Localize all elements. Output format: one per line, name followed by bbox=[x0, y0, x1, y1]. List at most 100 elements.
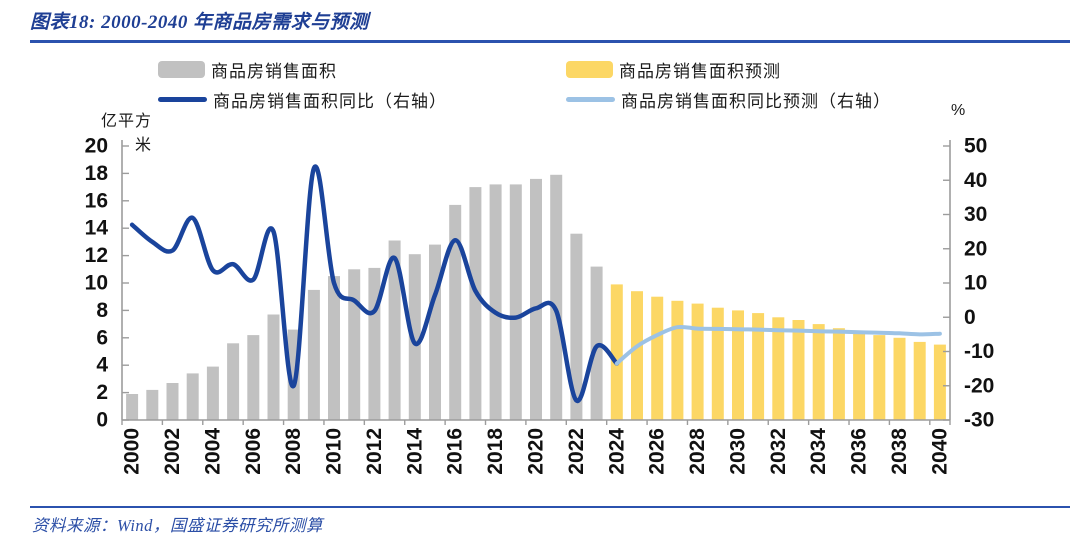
legend-item-0: 商品房销售面积 bbox=[158, 58, 337, 82]
x-axis-tick-label: 2012 bbox=[363, 428, 386, 475]
left-axis-tick-label: 16 bbox=[85, 189, 108, 212]
left-axis-tick-label: 6 bbox=[96, 326, 108, 349]
right-axis-tick-label: -10 bbox=[964, 340, 994, 363]
footer-divider bbox=[30, 506, 1070, 508]
legend-item-1: 商品房销售面积预测 bbox=[566, 58, 781, 82]
legend-item-2: 商品房销售面积同比（右轴） bbox=[158, 88, 447, 112]
left-axis-tick-label: 14 bbox=[85, 217, 109, 240]
bar-actual-2004 bbox=[206, 366, 219, 420]
legend-swatch-line-2 bbox=[158, 97, 207, 102]
x-axis-tick-label: 2002 bbox=[161, 428, 184, 475]
legend-swatch-bar-0 bbox=[158, 61, 205, 78]
right-axis-tick-label: 10 bbox=[964, 272, 987, 295]
legend-swatch-line-3 bbox=[566, 97, 615, 102]
bar-forecast-2038 bbox=[893, 337, 906, 420]
line-forecast bbox=[614, 324, 942, 366]
bar-actual-2006 bbox=[247, 335, 260, 420]
legend-swatch-bar-1 bbox=[566, 61, 613, 78]
x-axis-tick-label: 2004 bbox=[201, 428, 224, 475]
x-axis-tick-label: 2030 bbox=[726, 428, 749, 475]
line-actual bbox=[129, 164, 620, 403]
bar-forecast-2040 bbox=[933, 344, 946, 420]
bar-actual-2002 bbox=[166, 383, 179, 420]
right-axis-tick-label: 30 bbox=[964, 203, 987, 226]
bar-actual-2001 bbox=[146, 389, 159, 420]
bar-forecast-2030 bbox=[732, 310, 744, 420]
right-axis-tick-label: -30 bbox=[964, 409, 994, 432]
left-axis-tick-label: 10 bbox=[85, 272, 108, 295]
bar-actual-2010 bbox=[328, 276, 340, 420]
left-axis-tick-label: 0 bbox=[96, 409, 108, 432]
bar-forecast-2029 bbox=[711, 307, 724, 420]
bar-forecast-2032 bbox=[772, 317, 785, 421]
bar-actual-2009 bbox=[307, 289, 320, 420]
bar-actual-2020 bbox=[530, 178, 542, 420]
bar-forecast-2031 bbox=[752, 313, 765, 420]
right-axis-tick-label: 50 bbox=[964, 135, 987, 158]
right-axis-tick-label: 20 bbox=[964, 237, 987, 260]
bar-forecast-2035 bbox=[832, 328, 845, 420]
x-axis-tick-label: 2024 bbox=[605, 428, 628, 475]
bar-forecast-2039 bbox=[913, 341, 926, 420]
x-axis-tick-label: 2040 bbox=[928, 428, 951, 475]
source-note: 资料来源：Wind，国盛证券研究所测算 bbox=[32, 516, 323, 535]
x-axis-tick-label: 2016 bbox=[444, 428, 467, 475]
bar-actual-2018 bbox=[489, 184, 502, 420]
bar-forecast-2028 bbox=[691, 303, 704, 420]
legend-item-label: 商品房销售面积同比预测（右轴） bbox=[621, 92, 891, 111]
bar-actual-2016 bbox=[449, 204, 462, 420]
bar-forecast-2034 bbox=[812, 324, 825, 420]
bar-forecast-2033 bbox=[792, 320, 805, 420]
left-axis-tick-label: 8 bbox=[96, 299, 108, 322]
bar-actual-2015 bbox=[429, 244, 441, 420]
bar-forecast-2027 bbox=[671, 300, 684, 420]
bar-actual-2022 bbox=[570, 233, 583, 420]
x-axis-tick-label: 2008 bbox=[282, 428, 305, 475]
x-axis-tick-label: 2026 bbox=[646, 428, 669, 475]
bar-actual-2005 bbox=[227, 343, 240, 420]
bar-actual-2000 bbox=[126, 394, 139, 420]
x-axis-tick-label: 2034 bbox=[807, 428, 830, 475]
left-axis-unit-label: 亿平方米 bbox=[100, 113, 152, 154]
bar-actual-2007 bbox=[267, 314, 280, 420]
bar-actual-2003 bbox=[186, 373, 199, 420]
x-axis-tick-label: 2038 bbox=[888, 428, 911, 475]
x-axis-tick-label: 2028 bbox=[686, 428, 709, 475]
bar-actual-2013 bbox=[388, 240, 401, 420]
bar-actual-2023 bbox=[590, 266, 603, 420]
bar-forecast-2037 bbox=[873, 335, 886, 420]
x-axis-tick-label: 2006 bbox=[242, 428, 265, 475]
legend-item-label: 商品房销售面积 bbox=[211, 62, 337, 81]
right-axis-tick-label: 40 bbox=[964, 169, 987, 192]
legend-item-3: 商品房销售面积同比预测（右轴） bbox=[566, 88, 891, 112]
bar-actual-2019 bbox=[509, 184, 522, 420]
right-axis-tick-label: 0 bbox=[964, 306, 976, 329]
left-axis-tick-label: 2 bbox=[96, 381, 108, 404]
left-axis-tick-label: 20 bbox=[85, 135, 108, 158]
figure-title: 图表18: 2000-2040 年商品房需求与预测 bbox=[30, 12, 369, 33]
x-axis-tick-label: 2020 bbox=[525, 428, 548, 475]
x-axis-tick-label: 2000 bbox=[121, 428, 144, 475]
left-axis-tick-label: 4 bbox=[96, 354, 108, 377]
x-axis-tick-label: 2014 bbox=[403, 428, 426, 475]
left-axis-tick-label: 12 bbox=[85, 244, 108, 267]
legend-item-label: 商品房销售面积同比（右轴） bbox=[213, 92, 447, 111]
x-axis-tick-label: 2010 bbox=[323, 428, 346, 475]
bar-forecast-2024 bbox=[610, 284, 623, 420]
bar-actual-2011 bbox=[348, 269, 361, 420]
legend-item-label: 商品房销售面积预测 bbox=[619, 62, 781, 81]
bar-actual-2017 bbox=[469, 187, 482, 420]
bar-forecast-2036 bbox=[853, 330, 866, 420]
bar-actual-2014 bbox=[408, 254, 421, 420]
title-divider bbox=[30, 40, 1070, 43]
bar-forecast-2026 bbox=[651, 296, 664, 420]
right-axis-tick-label: -20 bbox=[964, 374, 994, 397]
x-axis-tick-label: 2036 bbox=[848, 428, 871, 475]
bar-actual-2012 bbox=[368, 267, 381, 420]
x-axis-tick-label: 2018 bbox=[484, 428, 507, 475]
bar-forecast-2025 bbox=[631, 291, 643, 420]
x-axis-tick-label: 2022 bbox=[565, 428, 588, 475]
left-axis-tick-label: 18 bbox=[85, 162, 109, 185]
